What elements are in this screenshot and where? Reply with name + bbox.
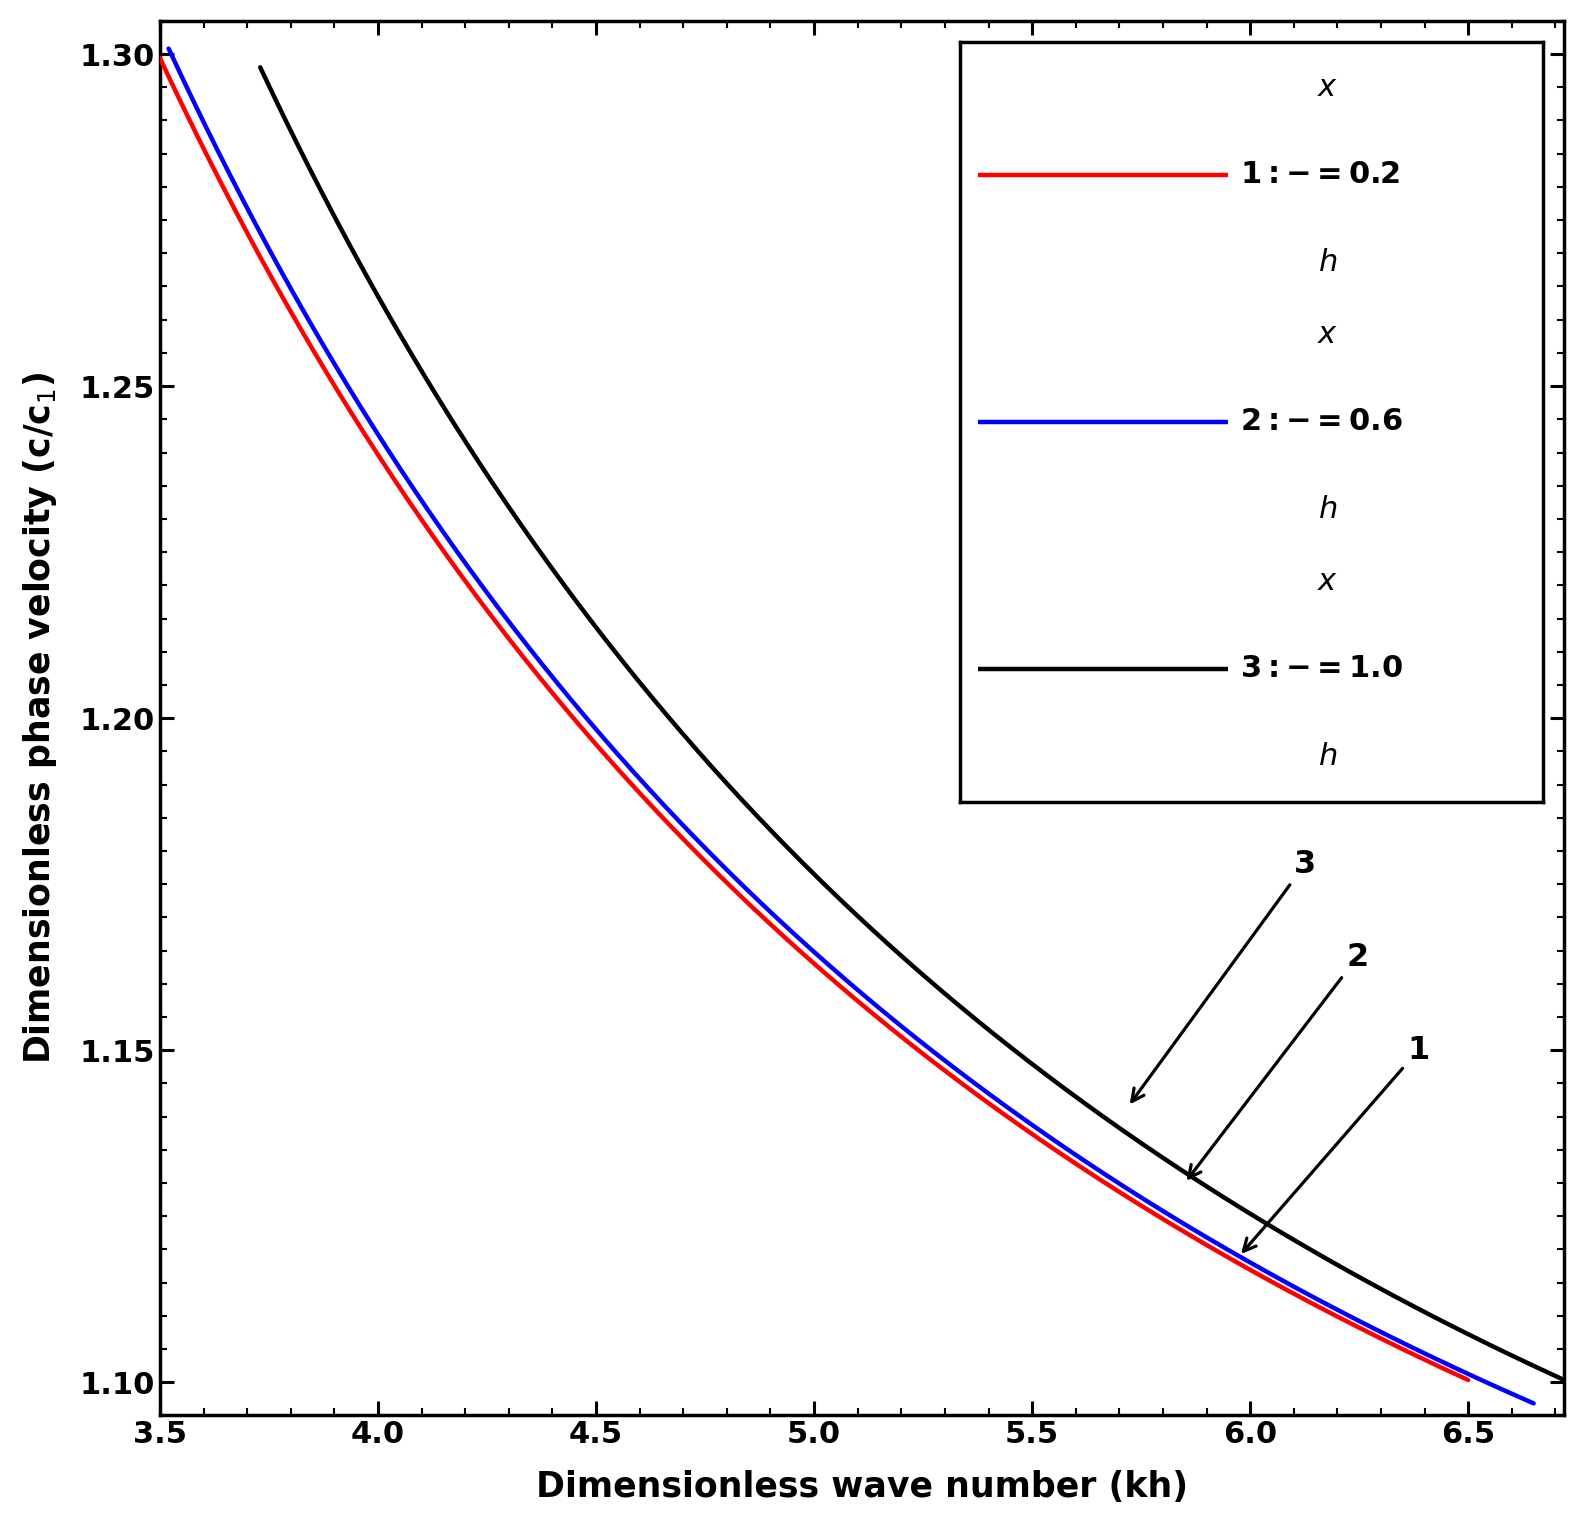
Text: 3: 3 (1132, 849, 1316, 1101)
X-axis label: Dimensionless wave number (kh): Dimensionless wave number (kh) (536, 1470, 1189, 1504)
Text: 1: 1 (1244, 1034, 1430, 1252)
Text: 2: 2 (1189, 942, 1368, 1177)
Y-axis label: Dimensionless phase velocity (c/c$_1$): Dimensionless phase velocity (c/c$_1$) (21, 372, 59, 1064)
